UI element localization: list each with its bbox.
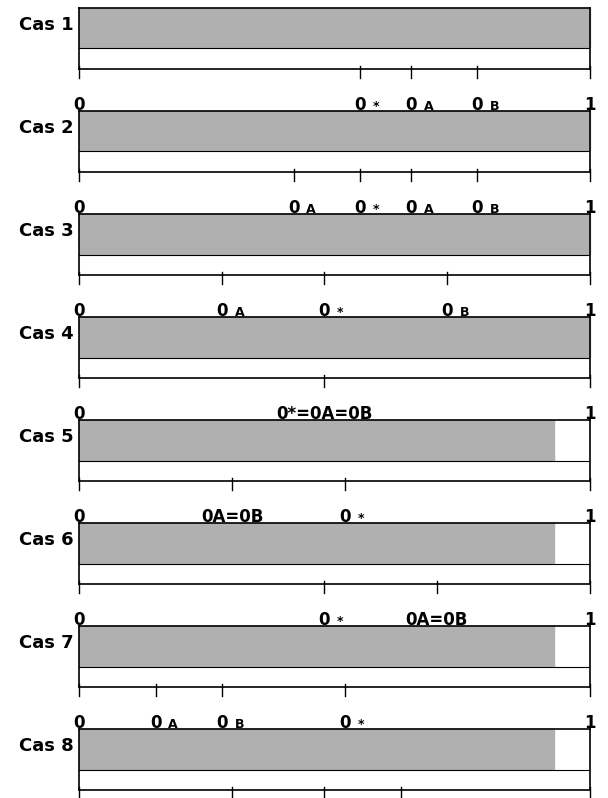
Text: 0: 0	[406, 199, 416, 217]
FancyBboxPatch shape	[79, 421, 554, 460]
Text: *: *	[358, 718, 364, 732]
FancyBboxPatch shape	[79, 111, 590, 151]
Text: 0: 0	[319, 302, 330, 320]
Text: 0A=0B: 0A=0B	[201, 508, 263, 526]
Text: Cas 8: Cas 8	[19, 737, 74, 756]
Text: Cas 6: Cas 6	[19, 531, 74, 549]
Text: 0: 0	[74, 508, 85, 526]
FancyBboxPatch shape	[79, 523, 554, 563]
Text: 1: 1	[584, 714, 595, 733]
FancyBboxPatch shape	[79, 8, 590, 47]
Text: 1: 1	[584, 96, 595, 114]
Text: 1: 1	[584, 405, 595, 423]
Text: 0: 0	[216, 714, 228, 733]
Text: Cas 2: Cas 2	[19, 119, 74, 137]
FancyBboxPatch shape	[79, 317, 590, 357]
Text: A: A	[235, 306, 244, 319]
Text: 0: 0	[339, 714, 350, 733]
Text: 0A=0B: 0A=0B	[406, 611, 468, 629]
Text: 1: 1	[584, 508, 595, 526]
FancyBboxPatch shape	[79, 214, 590, 254]
Text: A: A	[424, 203, 434, 216]
Text: 0: 0	[441, 302, 452, 320]
Text: Cas 1: Cas 1	[19, 16, 74, 34]
Text: B: B	[490, 100, 500, 113]
Text: 0: 0	[150, 714, 161, 733]
Text: *: *	[337, 306, 344, 319]
Text: Cas 7: Cas 7	[19, 634, 74, 652]
Text: 0: 0	[339, 508, 350, 526]
FancyBboxPatch shape	[79, 626, 554, 666]
Text: A: A	[424, 100, 434, 113]
Text: 0: 0	[74, 714, 85, 733]
Text: 0: 0	[288, 199, 299, 217]
Text: 0: 0	[74, 96, 85, 114]
Text: 0*=0A=0B: 0*=0A=0B	[276, 405, 372, 423]
Text: A: A	[306, 203, 316, 216]
Text: 0: 0	[319, 611, 330, 629]
Text: 1: 1	[584, 611, 595, 629]
Text: 0: 0	[354, 96, 365, 114]
Text: 0: 0	[74, 405, 85, 423]
Text: 0: 0	[406, 96, 416, 114]
Text: B: B	[460, 306, 469, 319]
Text: 1: 1	[584, 199, 595, 217]
Text: 0: 0	[74, 199, 85, 217]
Text: 1: 1	[584, 302, 595, 320]
FancyBboxPatch shape	[79, 729, 554, 768]
Text: 0: 0	[74, 611, 85, 629]
Text: B: B	[490, 203, 500, 216]
Text: Cas 5: Cas 5	[19, 429, 74, 446]
Text: Cas 3: Cas 3	[19, 222, 74, 240]
Text: *: *	[373, 203, 379, 216]
Text: Cas 4: Cas 4	[19, 325, 74, 343]
Text: *: *	[373, 100, 379, 113]
Text: A: A	[168, 718, 178, 732]
Text: B: B	[235, 718, 244, 732]
Text: 0: 0	[472, 199, 483, 217]
Text: 0: 0	[216, 302, 228, 320]
Text: 0: 0	[354, 199, 365, 217]
Text: 0: 0	[74, 302, 85, 320]
Text: 0: 0	[472, 96, 483, 114]
Text: *: *	[358, 512, 364, 525]
Text: *: *	[337, 615, 344, 629]
